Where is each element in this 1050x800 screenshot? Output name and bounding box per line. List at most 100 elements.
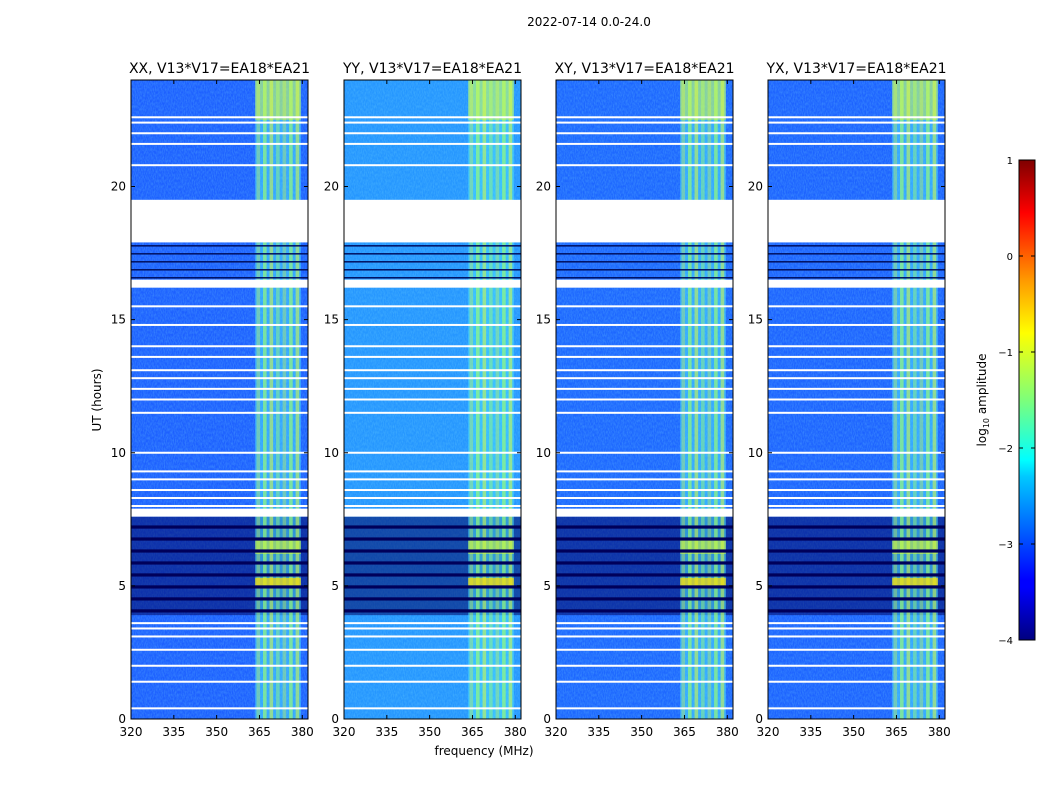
- dark-line: [556, 277, 733, 279]
- dark-row: [344, 561, 521, 565]
- dark-row: [556, 549, 733, 553]
- dark-row: [131, 609, 308, 613]
- panel-4: YX, V13*V17=EA18*EA21 320 335 350 365 380 0 5 10…: [748, 61, 951, 739]
- dark-row: [768, 597, 945, 601]
- flagged-row: [131, 470, 308, 473]
- flagged-row: [768, 470, 945, 473]
- flagged-row: [344, 142, 521, 145]
- colorbar-tick-label: 1: [1007, 156, 1013, 167]
- dark-line: [131, 277, 308, 279]
- panel-title: YY, V13*V17=EA18*EA21: [342, 61, 522, 77]
- flagged-row: [768, 116, 945, 119]
- y-tick-label: 10: [748, 446, 763, 460]
- x-tick-label: 380: [291, 725, 314, 739]
- x-tick-label: 350: [205, 725, 228, 739]
- dark-line: [131, 269, 308, 271]
- flagged-row: [131, 497, 308, 500]
- flagged-row: [768, 648, 945, 651]
- flagged-row: [768, 411, 945, 414]
- x-tick-label: 320: [333, 725, 356, 739]
- dark-row: [768, 525, 945, 529]
- flagged-row: [131, 377, 308, 380]
- flagged-row: [131, 305, 308, 308]
- colorbar-ticks: 1 0 −1 −2 −3 −4: [998, 156, 1035, 647]
- data-gap: [344, 279, 521, 288]
- y-tick-label: 20: [536, 180, 551, 194]
- flagged-row: [556, 305, 733, 308]
- flagged-row: [344, 664, 521, 667]
- flagged-row: [768, 505, 945, 507]
- panels: XX, V13*V17=EA18*EA21 320 335 350 365 380 0 5 10…: [111, 61, 951, 739]
- dark-line: [344, 245, 521, 247]
- y-tick-label: 5: [331, 579, 339, 593]
- flagged-row: [768, 680, 945, 683]
- x-tick-label: 365: [248, 725, 271, 739]
- colorbar: 10−1−2−3−4 log10 amplitude: [975, 156, 1036, 647]
- flagged-row: [556, 505, 733, 507]
- dark-line: [131, 245, 308, 247]
- flagged-row: [556, 411, 733, 414]
- x-tick-label: 335: [375, 725, 398, 739]
- flagged-row: [556, 355, 733, 358]
- rfi-5h: [468, 577, 514, 589]
- dark-row: [768, 573, 945, 577]
- flagged-row: [556, 470, 733, 473]
- dark-row: [131, 525, 308, 529]
- flagged-row: [556, 164, 733, 167]
- y-axis-label: UT (hours): [90, 368, 104, 431]
- flagged-row: [344, 470, 521, 473]
- flagged-row: [131, 635, 308, 638]
- x-tick-label: 320: [545, 725, 568, 739]
- flagged-row: [344, 369, 521, 372]
- flagged-row: [131, 387, 308, 390]
- flagged-row: [768, 489, 945, 492]
- data-gap: [131, 279, 308, 288]
- y-tick-label: 20: [324, 180, 339, 194]
- dark-row: [768, 537, 945, 541]
- dark-row: [344, 573, 521, 577]
- flagged-row: [768, 345, 945, 348]
- figure-suptitle: 2022-07-14 0.0-24.0: [527, 15, 651, 29]
- rfi-top: [255, 80, 301, 120]
- dark-row: [344, 585, 521, 589]
- flagged-row: [556, 132, 733, 135]
- x-tick-label: 335: [587, 725, 610, 739]
- flagged-row: [344, 398, 521, 401]
- dark-row: [131, 585, 308, 589]
- flagged-row: [344, 505, 521, 507]
- panel-3: XY, V13*V17=EA18*EA21 320 335 350 365 380 0 5 10…: [536, 61, 739, 739]
- dark-line: [556, 269, 733, 271]
- panel-frame: [555, 79, 734, 720]
- dark-row: [556, 561, 733, 565]
- dark-row: [556, 537, 733, 541]
- flagged-row: [344, 680, 521, 683]
- dark-row: [131, 597, 308, 601]
- data-gap: [768, 279, 945, 288]
- flagged-row: [131, 355, 308, 358]
- flagged-row: [131, 323, 308, 326]
- flagged-row: [556, 387, 733, 390]
- dark-line: [131, 261, 308, 263]
- dark-row: [344, 537, 521, 541]
- flagged-row: [556, 116, 733, 119]
- flagged-row: [131, 664, 308, 667]
- rfi-top: [468, 80, 514, 120]
- dark-line: [768, 261, 945, 263]
- dark-row: [768, 549, 945, 553]
- dark-line: [131, 253, 308, 255]
- y-tick-label: 15: [536, 313, 551, 327]
- dark-row: [768, 561, 945, 565]
- dark-row: [344, 525, 521, 529]
- flagged-row: [556, 369, 733, 372]
- colorbar-tick-label: −4: [998, 636, 1013, 647]
- panel-frame: [343, 79, 522, 720]
- flagged-row: [768, 707, 945, 710]
- dark-line: [556, 245, 733, 247]
- flagged-row: [131, 478, 308, 481]
- x-tick-label: 365: [461, 725, 484, 739]
- x-tick-label: 365: [885, 725, 908, 739]
- flagged-row: [344, 635, 521, 638]
- dark-row: [131, 549, 308, 553]
- panel-title: YX, V13*V17=EA18*EA21: [765, 61, 946, 77]
